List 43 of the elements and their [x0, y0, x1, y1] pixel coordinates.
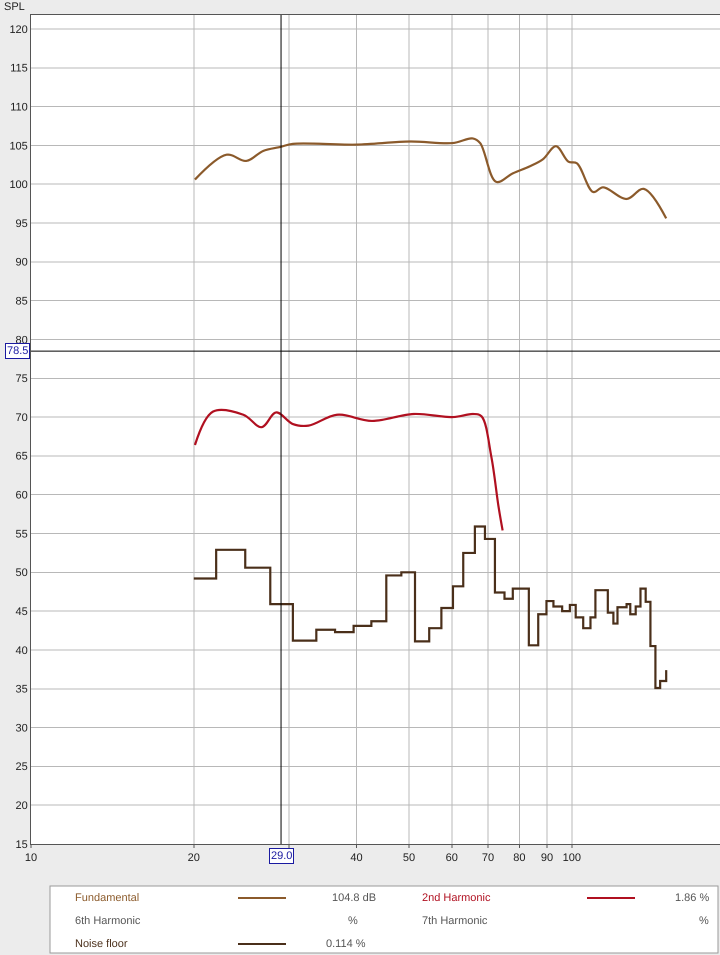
- y-tick-label: 100: [9, 179, 28, 192]
- y-tick-label: 105: [9, 140, 28, 152]
- y-tick-label: 115: [10, 62, 28, 75]
- x-tick-label: 50: [402, 852, 416, 864]
- text: 1.86 %: [675, 892, 710, 904]
- text: %: [348, 915, 358, 927]
- y-axis-title: SPL: [4, 1, 25, 13]
- y-tick-label: 90: [16, 256, 28, 269]
- text: 7th Harmonic: [422, 915, 488, 927]
- y-tick-label: 120: [9, 24, 28, 36]
- y-tick-label: 95: [16, 218, 28, 230]
- y-tick-label: 35: [16, 684, 28, 696]
- x-tick-label: 60: [446, 852, 458, 864]
- y-tick-label: 15: [16, 838, 28, 851]
- y-tick-label: 70: [16, 412, 28, 424]
- text: 0.114 %: [326, 938, 366, 950]
- ref-line-label: 29.0: [271, 850, 292, 862]
- x-tick-label: 90: [540, 852, 554, 864]
- y-tick-label: 20: [16, 800, 28, 812]
- text: 104.8 dB: [332, 892, 376, 904]
- text: 6th Harmonic: [75, 915, 141, 927]
- y-tick-label: 40: [16, 644, 28, 657]
- y-tick-label: 65: [16, 450, 28, 463]
- y-tick-label: 50: [16, 567, 28, 580]
- text: Noise floor: [75, 938, 128, 950]
- y-tick-label: 110: [10, 101, 28, 114]
- y-tick-label: 75: [16, 373, 28, 386]
- x-tick-label: 10: [24, 852, 38, 864]
- y-tick-label: 60: [16, 490, 28, 502]
- y-tick-label: 45: [16, 606, 28, 618]
- y-tick-label: 25: [16, 761, 28, 774]
- y-tick-label: 85: [16, 296, 28, 308]
- x-tick-label: 20: [188, 852, 200, 864]
- y-tick-label: 55: [16, 528, 28, 540]
- y-tick-label: 30: [16, 722, 28, 734]
- text: Fundamental: [75, 892, 140, 904]
- x-tick-label: 100: [562, 852, 581, 864]
- text: %: [699, 915, 709, 927]
- text: 2nd Harmonic: [422, 892, 491, 904]
- x-tick-label: 70: [482, 852, 494, 864]
- ref-line-label: 78.5: [7, 345, 28, 357]
- x-tick-label: 80: [513, 852, 526, 864]
- x-tick-label: 40: [350, 852, 363, 864]
